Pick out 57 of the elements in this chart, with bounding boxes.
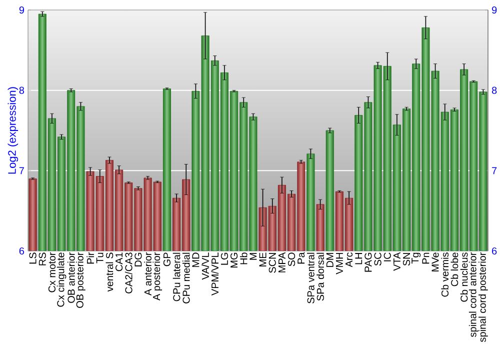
x-tick-label: Tg [412, 252, 421, 264]
x-tick-label: MG [230, 252, 238, 268]
x-tick-label: spinal cord posterior [478, 252, 488, 342]
x-tick-label: SC [374, 252, 382, 266]
x-tick-label: ME [259, 252, 266, 266]
x-tick-label: PAG [364, 252, 372, 272]
x-tick-label: CPu lateral [172, 252, 180, 302]
x-tick-label: CA1 [116, 252, 123, 272]
y-axis-title: Log2 (expression) [8, 87, 18, 174]
y2-tick-label: 9 [492, 6, 497, 14]
x-tick-label: GP [163, 252, 170, 266]
x-tick-label: LH [355, 252, 362, 264]
x-tick-label: SPa dorsal [316, 252, 324, 301]
x-tick-label: MVe [432, 252, 439, 272]
x-tick-label: MD [192, 252, 200, 267]
x-tick-label: DM [326, 253, 334, 267]
x-tick-label: SN [403, 252, 410, 266]
x-tick-label: DG [134, 252, 142, 266]
y-tick-label: 6 [19, 247, 24, 255]
x-tick-label: IC [384, 252, 391, 262]
y-tick-label: 7 [19, 167, 24, 174]
x-tick-label: Cb nucleus [460, 252, 468, 302]
x-tick-label: Pir [86, 252, 94, 264]
x-tick-label: CA2/CA3 [124, 252, 132, 294]
x-tick-label: SPa ventral [307, 252, 314, 304]
x-tick-label: Cx motor [48, 252, 56, 292]
x-tick-label: VTA [394, 252, 400, 271]
y2-tick-label: 6 [492, 247, 497, 255]
x-tick-label: OB posterior [76, 252, 86, 308]
x-tick-label: MPA [278, 252, 286, 272]
x-tick-label: RS [38, 252, 46, 266]
x-tick-label: VPM/VPL [211, 252, 219, 296]
y-tick-label: 8 [19, 86, 24, 94]
x-tick-label: A posterior [152, 252, 162, 301]
x-tick-label: Pa [298, 252, 305, 264]
x-tick-label: Cb lobe [450, 252, 458, 286]
x-tick-label: Tu [96, 252, 104, 264]
x-tick-label: Arc [346, 252, 353, 268]
y2-tick-label: 8 [492, 86, 497, 94]
x-tick-label: ventral S [106, 252, 114, 292]
x-tick-label: Pn [422, 252, 430, 264]
x-tick-label: A anterior [144, 252, 152, 296]
x-tick-label: SO [288, 252, 296, 266]
x-tick-label: VMH [336, 252, 343, 274]
x-tick-label: LS [29, 252, 36, 264]
x-tick-label: VA/VL [202, 252, 209, 280]
x-tick-label: Hb [240, 252, 248, 264]
x-tick-label: OB anterior [67, 252, 75, 303]
x-tick-label: M [250, 253, 257, 260]
y-tick-label: 9 [19, 6, 24, 14]
y2-tick-label: 7 [492, 167, 497, 174]
x-tick-label: LG [220, 252, 228, 265]
x-tick-label: Cb vermis [441, 252, 449, 297]
x-tick-label: spinal cord anterior [468, 252, 478, 337]
x-tick-label: SCN [268, 252, 276, 273]
x-tick-label: Cx cingulate [56, 252, 66, 307]
x-tick-label: CPu medial [182, 252, 190, 304]
